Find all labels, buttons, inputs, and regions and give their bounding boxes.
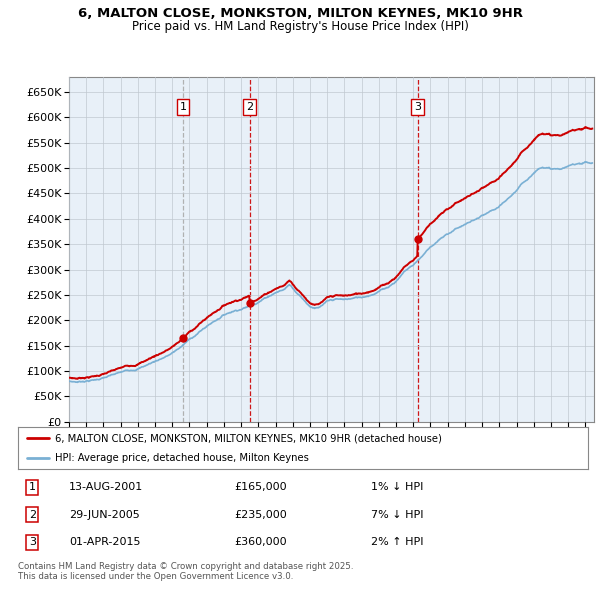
Text: 1% ↓ HPI: 1% ↓ HPI [371,483,424,493]
Text: 6, MALTON CLOSE, MONKSTON, MILTON KEYNES, MK10 9HR: 6, MALTON CLOSE, MONKSTON, MILTON KEYNES… [77,7,523,20]
Text: 1: 1 [179,102,187,112]
Text: 2% ↑ HPI: 2% ↑ HPI [371,537,424,547]
Text: 6, MALTON CLOSE, MONKSTON, MILTON KEYNES, MK10 9HR (detached house): 6, MALTON CLOSE, MONKSTON, MILTON KEYNES… [55,433,442,443]
Text: £360,000: £360,000 [235,537,287,547]
Text: 2: 2 [29,510,36,520]
Text: HPI: Average price, detached house, Milton Keynes: HPI: Average price, detached house, Milt… [55,453,309,463]
Text: £165,000: £165,000 [235,483,287,493]
Text: 3: 3 [29,537,36,547]
Text: Price paid vs. HM Land Registry's House Price Index (HPI): Price paid vs. HM Land Registry's House … [131,20,469,33]
Text: 1: 1 [29,483,36,493]
Text: Contains HM Land Registry data © Crown copyright and database right 2025.
This d: Contains HM Land Registry data © Crown c… [18,562,353,581]
Text: 29-JUN-2005: 29-JUN-2005 [70,510,140,520]
Text: 01-APR-2015: 01-APR-2015 [70,537,141,547]
Text: 3: 3 [414,102,421,112]
Text: 2: 2 [246,102,253,112]
Text: £235,000: £235,000 [235,510,287,520]
Text: 7% ↓ HPI: 7% ↓ HPI [371,510,424,520]
Text: 13-AUG-2001: 13-AUG-2001 [70,483,143,493]
